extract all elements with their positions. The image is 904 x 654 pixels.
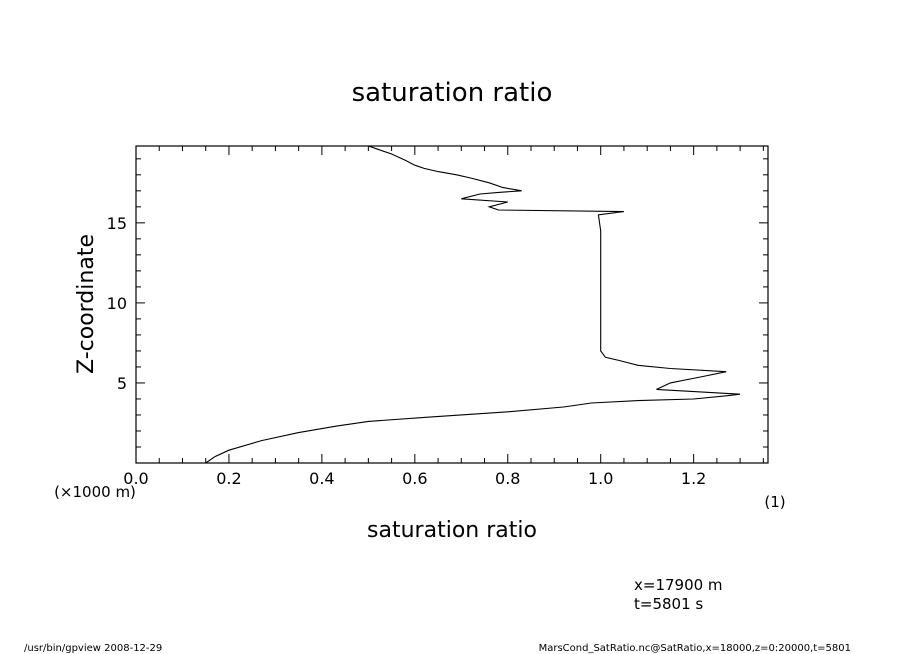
plot-frame — [135, 145, 769, 464]
chart-title: saturation ratio — [352, 78, 553, 108]
x-tick-label: 0.8 — [495, 469, 520, 488]
x-tick-label: 1.0 — [588, 469, 613, 488]
x-tick-label: 0.6 — [402, 469, 427, 488]
x-tick-label: 1.2 — [681, 469, 706, 488]
y-tick-label: 15 — [107, 214, 127, 233]
series-line — [205, 145, 741, 464]
x-tick-label: 0.0 — [123, 469, 148, 488]
x-tick-label: 0.4 — [309, 469, 334, 488]
y-axis-label: Z-coordinate — [74, 234, 99, 374]
x-tick-label: 0.2 — [216, 469, 241, 488]
y-tick-label: 10 — [107, 294, 127, 313]
footer-right: MarsCond_SatRatio.nc@SatRatio,x=18000,z=… — [539, 643, 851, 654]
footer-left: /usr/bin/gpview 2008-12-29 — [24, 643, 162, 654]
x-axis-label: saturation ratio — [367, 518, 537, 543]
y-unit-label: (×1000 m) — [54, 483, 136, 501]
position-annotation-t: t=5801 s — [634, 595, 703, 613]
y-axis-tick-labels: 5 10 15 — [107, 214, 127, 393]
x-axis-ticks — [158, 146, 764, 463]
x-axis-tick-labels: 0.0 0.2 0.4 0.6 0.8 1.0 1.2 — [123, 469, 706, 488]
x-unit-label: (1) — [764, 493, 785, 511]
y-tick-label: 5 — [117, 374, 127, 393]
y-axis-ticks — [136, 158, 768, 448]
position-annotation-x: x=17900 m — [634, 576, 723, 594]
